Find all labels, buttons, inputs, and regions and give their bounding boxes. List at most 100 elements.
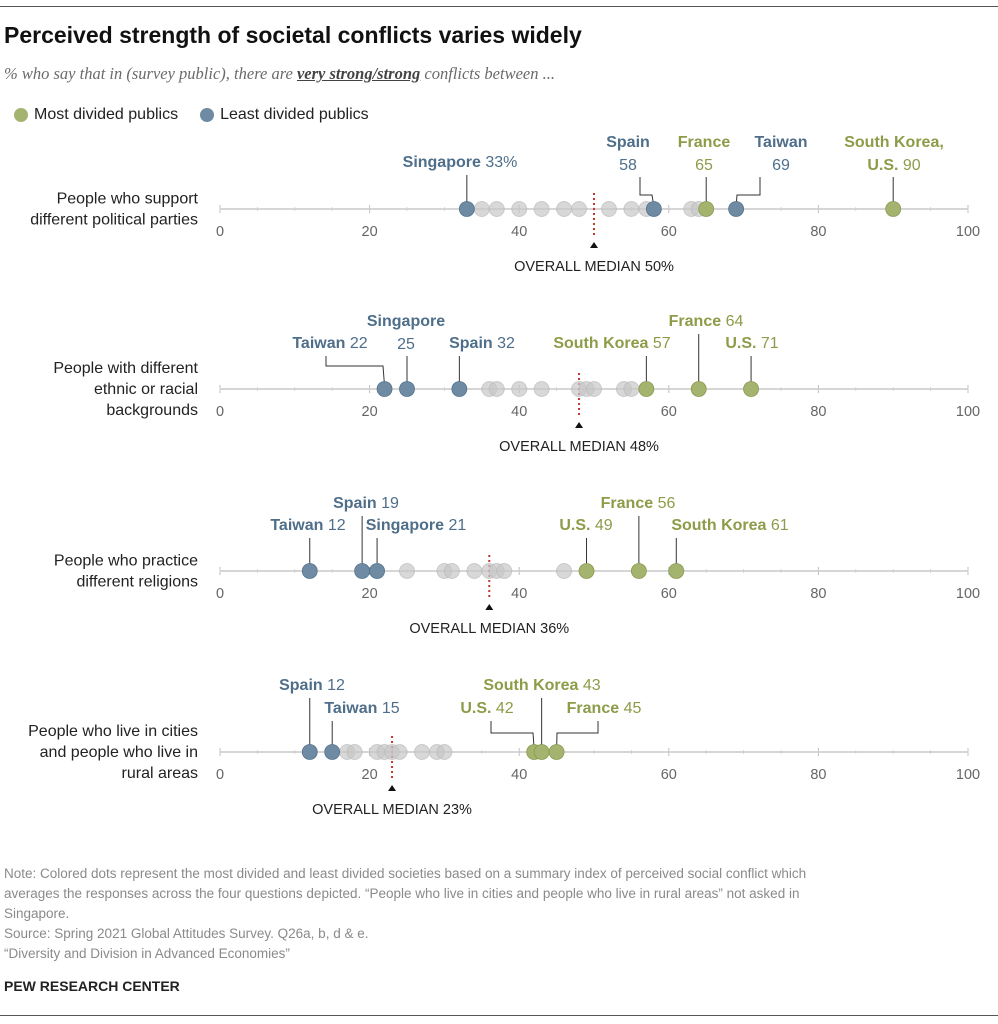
country-label: Taiwan 12: [270, 517, 345, 534]
legend-dot-most: [14, 108, 28, 122]
data-point-least-divided: [645, 201, 662, 217]
country-name-label: France: [678, 134, 731, 151]
data-point-most-divided: [638, 381, 655, 397]
median-label: OVERALL MEDIAN 48%: [499, 439, 659, 455]
note-line: Note: Colored dots represent the most di…: [4, 866, 807, 881]
tick-label: 0: [216, 404, 224, 420]
row-label: different religions: [76, 574, 198, 591]
chart-row: People with different ethnic or racial bac…: [53, 313, 980, 455]
tick-label: 0: [216, 767, 224, 783]
data-point-other: [623, 381, 640, 397]
data-point-least-divided: [324, 744, 341, 760]
bottom-rule: [0, 1015, 998, 1016]
leader-line: [735, 177, 761, 207]
median-label: OVERALL MEDIAN 23%: [312, 802, 472, 818]
data-point-most-divided: [578, 563, 595, 579]
leader-line: [556, 721, 599, 750]
chart-row: People who support different political pa…: [30, 134, 980, 275]
data-point-most-divided: [668, 563, 685, 579]
data-point-least-divided: [354, 563, 371, 579]
tick-label: 40: [511, 404, 527, 420]
country-label: Singapore 21: [366, 517, 467, 534]
row-label: backgrounds: [106, 402, 198, 419]
median-marker: [388, 785, 397, 791]
country-label: Taiwan 22: [292, 335, 367, 352]
tick-label: 60: [661, 404, 677, 420]
dot-plot-chart: People who support different political pa…: [28, 134, 980, 818]
tick-label: 80: [810, 586, 826, 602]
data-point-other: [571, 201, 588, 217]
note-line: averages the responses across the four q…: [4, 886, 800, 901]
tick-label: 20: [362, 404, 378, 420]
tick-label: 60: [661, 224, 677, 240]
chart-row: People who live in cities and people who …: [28, 677, 980, 818]
tick-label: 0: [216, 586, 224, 602]
tick-label: 40: [511, 586, 527, 602]
data-point-most-divided: [548, 744, 565, 760]
data-point-most-divided: [690, 381, 707, 397]
country-label: U.S. 42: [460, 700, 513, 717]
tick-label: 100: [956, 586, 980, 602]
data-point-least-divided: [369, 563, 385, 579]
data-point-other: [556, 201, 573, 217]
median-label: OVERALL MEDIAN 36%: [409, 621, 569, 637]
country-label: Taiwan 15: [324, 700, 399, 717]
country-value-label: U.S. 90: [867, 157, 920, 174]
brand-logo-text: PEW RESEARCH CENTER: [4, 978, 180, 994]
data-point-other: [496, 563, 513, 579]
tick-label: 100: [956, 224, 980, 240]
legend-label-least: Least divided publics: [220, 106, 369, 123]
data-point-other: [511, 381, 528, 397]
row-label: People who support: [57, 191, 199, 208]
row-label: and people who live in: [40, 744, 198, 761]
leader-line: [325, 356, 386, 387]
country-name-label: Spain: [606, 134, 650, 151]
data-point-least-divided: [451, 381, 468, 397]
data-point-most-divided: [885, 201, 902, 217]
subtitle-suffix: conflicts between ...: [420, 64, 555, 83]
top-rule: [0, 6, 998, 7]
subtitle-emphasis: very strong/strong: [296, 64, 421, 83]
data-point-other: [511, 201, 528, 217]
leader-line: [490, 721, 535, 750]
row-label: different political parties: [30, 212, 198, 229]
country-label: Spain 12: [279, 677, 345, 694]
note-line: Singapore.: [4, 906, 70, 921]
tick-label: 80: [810, 404, 826, 420]
data-point-most-divided: [533, 744, 550, 760]
data-point-least-divided: [728, 201, 745, 217]
source-line: Source: Spring 2021 Global Attitudes Sur…: [4, 926, 369, 941]
tick-label: 40: [511, 767, 527, 783]
country-label: U.S. 49: [559, 517, 612, 534]
country-name-label: Taiwan: [754, 134, 807, 151]
data-point-most-divided: [698, 201, 715, 217]
data-point-least-divided: [301, 744, 318, 760]
chart-subtitle: % who say that in (survey public), there…: [4, 64, 555, 84]
country-label: Singapore 33%: [403, 154, 518, 171]
chart-title: Perceived strength of societal conflicts…: [4, 22, 582, 48]
data-point-other: [533, 381, 550, 397]
tick-label: 60: [661, 767, 677, 783]
data-point-other: [533, 201, 550, 217]
country-label: France 64: [669, 313, 744, 330]
chart-row: People who practice different religions 0 2…: [54, 495, 980, 637]
country-label: Spain 32: [449, 335, 515, 352]
chart-notes: Note: Colored dots represent the most di…: [4, 864, 984, 964]
data-point-other: [473, 201, 490, 217]
country-label: South Korea 57: [553, 335, 670, 352]
tick-label: 20: [362, 586, 378, 602]
legend: Most divided publics Least divided publi…: [14, 106, 391, 124]
legend-label-most: Most divided publics: [34, 106, 179, 123]
data-point-other: [466, 563, 483, 579]
legend-dot-least: [200, 108, 215, 122]
country-value-label: 25: [397, 336, 415, 353]
tick-label: 80: [810, 224, 826, 240]
data-point-most-divided: [743, 381, 759, 397]
country-value-label: 65: [695, 157, 713, 174]
country-label: Spain 19: [333, 495, 399, 512]
data-point-other: [488, 201, 505, 217]
data-point-other: [391, 744, 408, 760]
row-label: People who live in cities: [28, 723, 198, 740]
data-point-least-divided: [458, 201, 475, 217]
tick-label: 20: [362, 767, 378, 783]
